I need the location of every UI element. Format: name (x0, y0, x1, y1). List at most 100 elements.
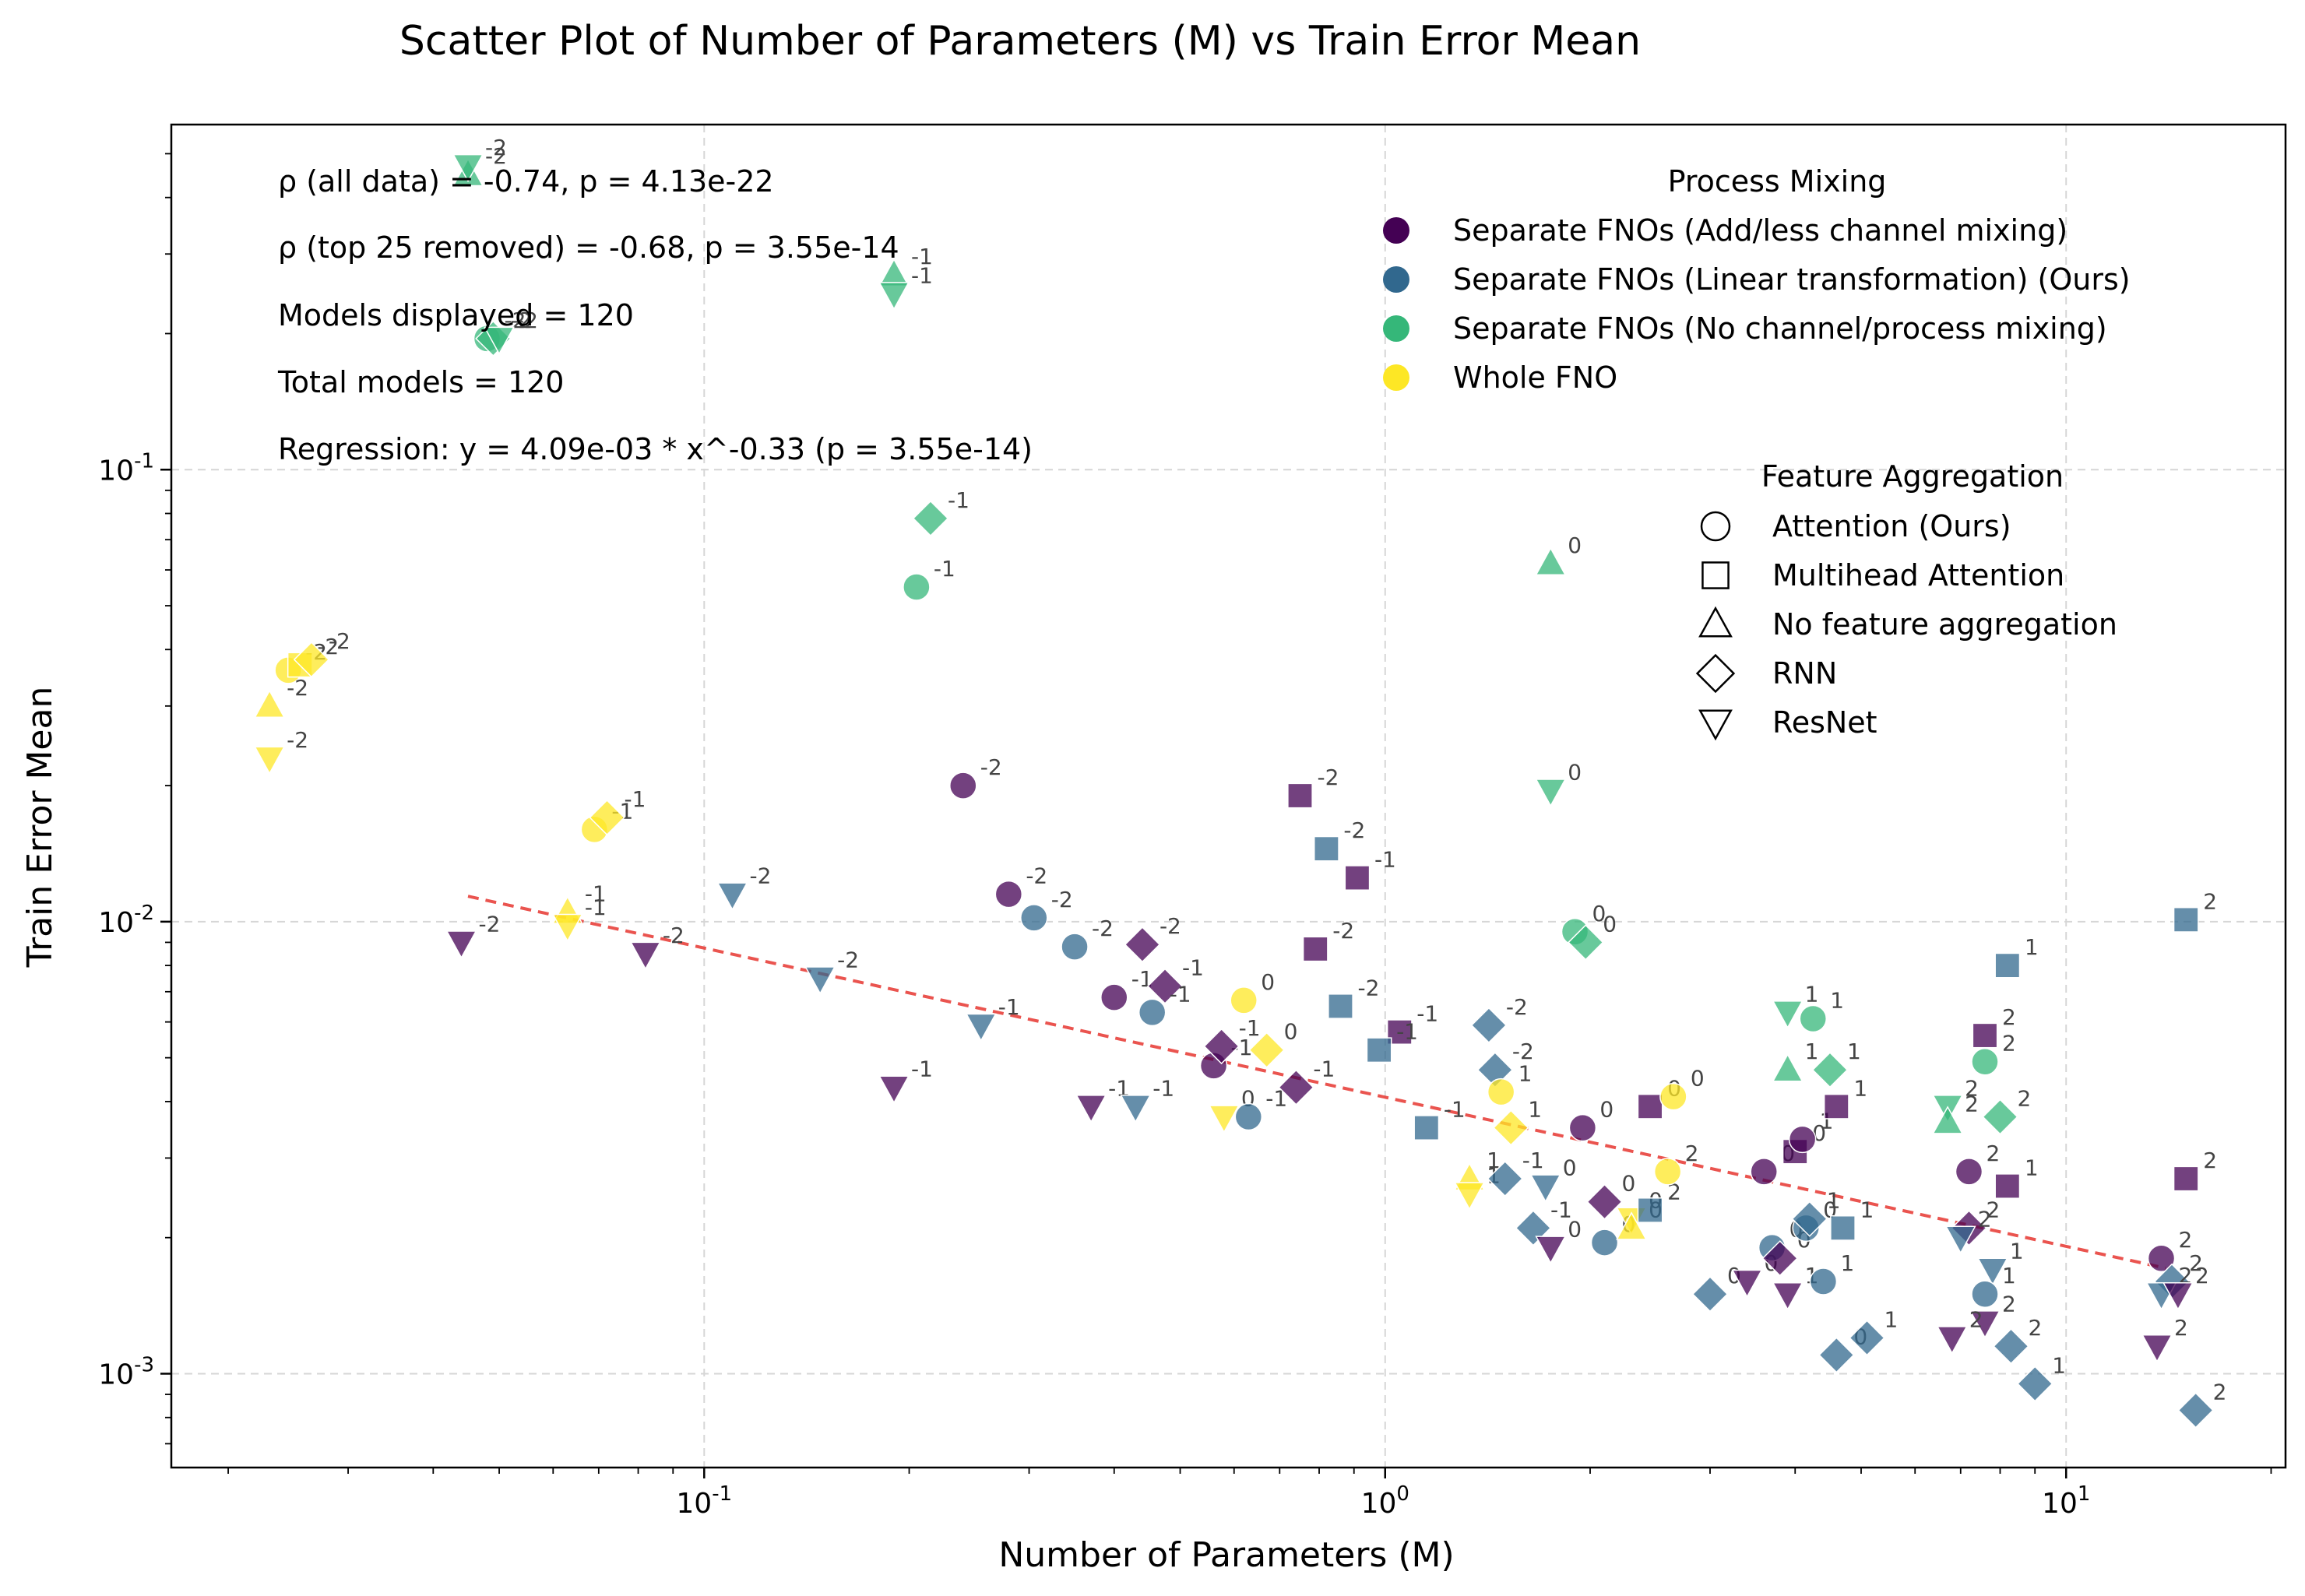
data-point (445, 930, 477, 959)
data-point (1314, 835, 1339, 862)
y-tick-label: 10-2 (98, 902, 154, 939)
data-point (1637, 1093, 1663, 1120)
data-point (1982, 1099, 2018, 1135)
data-point (1020, 904, 1048, 932)
point-label: 1 (1827, 1188, 1841, 1214)
point-label: 2 (1986, 1141, 2000, 1166)
point-label: 2 (2002, 1291, 2016, 1317)
data-point (1932, 1106, 1964, 1134)
point-label: -2 (287, 727, 308, 753)
point-label: 1 (1518, 1061, 1533, 1087)
point-label: 2 (1667, 1179, 1681, 1204)
point-label: -1 (585, 881, 607, 907)
data-point (878, 1075, 910, 1104)
point-label: 2 (2189, 1250, 2203, 1276)
stat-rho-all: ρ (all data) = -0.74, p = 4.13e-22 (278, 164, 774, 199)
shape-legend-marker (1698, 709, 1733, 741)
point-label: 2 (2028, 1315, 2042, 1341)
x-tick-label: 100 (1361, 1482, 1409, 1520)
point-label: -1 (625, 786, 646, 812)
point-label: 2 (2002, 1004, 2016, 1030)
data-point (1849, 1320, 1885, 1356)
shape-legend-title: Feature Aggregation (1761, 459, 2064, 494)
data-point (912, 500, 949, 537)
point-label: -2 (485, 135, 507, 160)
data-point (1208, 1105, 1240, 1134)
data-point (1616, 1211, 1648, 1240)
hue-legend-items: Separate FNOs (Add/less channel mixing) S… (1383, 213, 2131, 395)
chart-title: Scatter Plot of Number of Parameters (M)… (399, 18, 1641, 65)
data-point (1203, 1028, 1240, 1065)
point-label: -1 (911, 262, 933, 288)
point-label: -2 (1092, 916, 1114, 941)
shape-legend-label: Multihead Attention (1772, 558, 2064, 592)
data-point (452, 153, 484, 183)
data-point (1344, 865, 1371, 891)
data-point (1971, 1280, 1999, 1308)
data-point (293, 642, 330, 678)
point-label: 2 (2017, 1086, 2031, 1112)
regression-path (467, 895, 2166, 1270)
point-label: -2 (1512, 1039, 1534, 1064)
data-point (1799, 1004, 1828, 1033)
data-point (1487, 1160, 1523, 1197)
point-label: -1 (1396, 1019, 1418, 1045)
point-label: -1 (934, 556, 955, 582)
data-point (1955, 1158, 1983, 1186)
data-point (254, 746, 286, 775)
point-label: -1 (1374, 847, 1396, 873)
point-label: -2 (749, 863, 771, 889)
stat-total-models: Total models = 120 (277, 365, 564, 399)
shape-legend-marker (1701, 561, 1730, 589)
point-label: -2 (1357, 975, 1379, 1000)
data-point (1972, 1022, 1998, 1049)
point-label: 0 (1563, 1155, 1577, 1181)
data-point (804, 966, 836, 995)
x-tick-label: 10-1 (676, 1482, 732, 1520)
data-point (1993, 1328, 2029, 1365)
data-point (1809, 1267, 1838, 1295)
data-point (2147, 1244, 2176, 1272)
point-label: -1 (1182, 955, 1204, 981)
point-label: 1 (1847, 1039, 1861, 1064)
point-label: -2 (478, 911, 500, 937)
data-point (2017, 1366, 2053, 1402)
point-label: 2 (1685, 1141, 1699, 1166)
data-point (1302, 936, 1328, 962)
point-label: 1 (1805, 981, 1819, 1007)
data-point (1586, 1183, 1623, 1220)
point-label: 2 (2203, 888, 2217, 914)
point-label: 2 (2002, 1031, 2016, 1056)
point-label: 1 (1528, 1097, 1542, 1123)
point-label: -2 (516, 308, 538, 333)
point-label: 0 (1568, 759, 1582, 785)
shape-legend-marker (1698, 606, 1733, 638)
point-label: 2 (1965, 1075, 1979, 1101)
point-label: -1 (1416, 1001, 1438, 1027)
data-point (1818, 1337, 1855, 1373)
data-point (1120, 1095, 1152, 1123)
point-label: 0 (1691, 1066, 1705, 1092)
point-label: 2 (1969, 1306, 1983, 1332)
point-label: -1 (911, 1056, 933, 1082)
point-label: -2 (287, 675, 308, 701)
point-label: 0 (1599, 1097, 1614, 1123)
point-label: 0 (1261, 969, 1275, 995)
point-label: -1 (1239, 1015, 1261, 1041)
point-label: 2 (2203, 1148, 2217, 1173)
plot-frame (170, 123, 2287, 1469)
point-label: 0 (1603, 911, 1617, 937)
data-point (2173, 1165, 2199, 1192)
data-point (1936, 1326, 1968, 1355)
point-label: -1 (1152, 1075, 1174, 1101)
data-point (1487, 1077, 1515, 1106)
point-label: 0 (1284, 1019, 1298, 1045)
point-label: 2 (1986, 1197, 2000, 1222)
stat-models-displayed: Models displayed = 120 (278, 298, 634, 332)
data-point (254, 689, 286, 719)
x-tick-label: 101 (2042, 1482, 2090, 1520)
shape-legend-label: RNN (1772, 656, 1837, 691)
data-point (1788, 1125, 1817, 1154)
point-label: -1 (998, 994, 1020, 1020)
